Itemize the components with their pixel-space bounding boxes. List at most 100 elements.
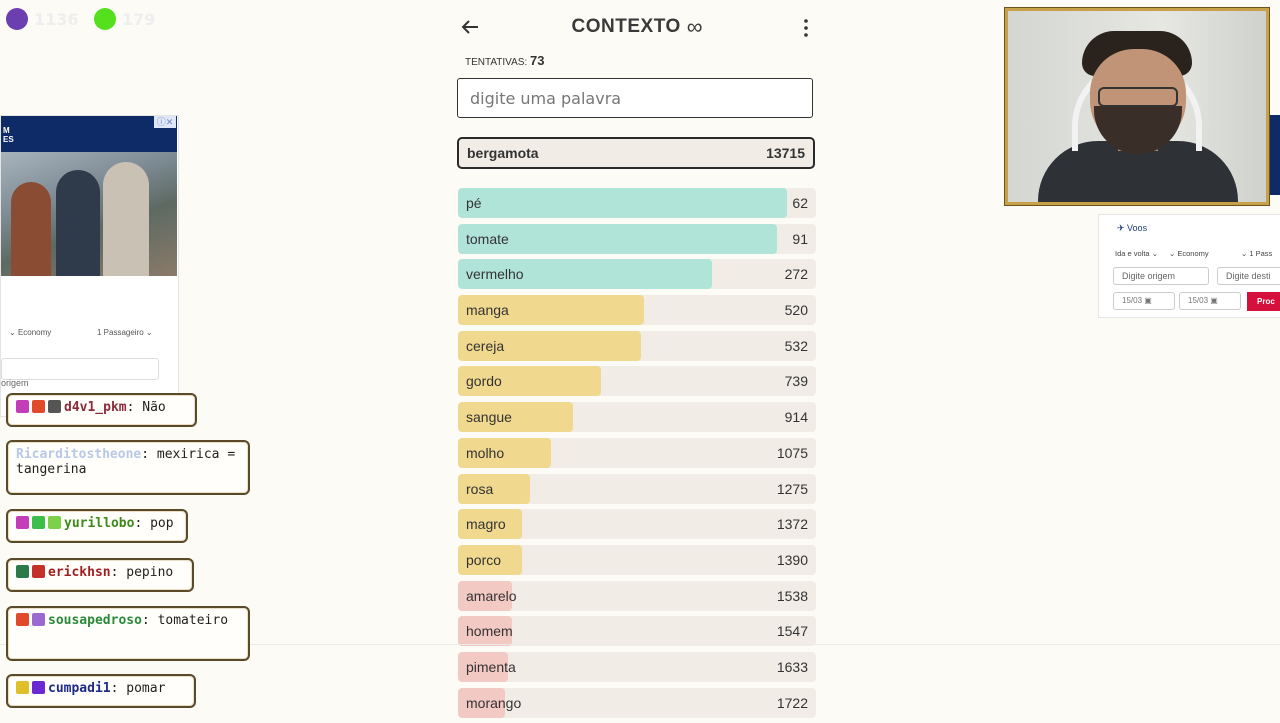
guess-word: tomate <box>466 230 509 247</box>
guess-row: homem 1547 <box>458 616 816 647</box>
ad-origin-label: origem <box>1 378 29 388</box>
guess-word: vermelho <box>466 266 524 283</box>
webcam-overlay <box>1004 7 1270 206</box>
ad-flights-tab[interactable]: ✈ Voos <box>1117 223 1148 233</box>
tries-counter: TENTATIVAS: 73 <box>465 53 544 68</box>
guess-proximity-bar <box>458 580 512 611</box>
guess-word: gordo <box>466 373 502 390</box>
guess-rank: 1722 <box>776 694 808 711</box>
follower-stat: 179 <box>94 8 155 30</box>
chat-badge-icon <box>16 613 29 626</box>
guess-proximity-bar <box>458 437 551 468</box>
ad-trip-select[interactable]: Ida e volta ⌄ <box>1115 249 1158 258</box>
guess-rank: 1538 <box>776 587 808 604</box>
ad-economy-select[interactable]: ⌄ Economy <box>9 328 52 337</box>
guess-proximity-bar <box>458 687 505 718</box>
more-menu-icon[interactable] <box>803 18 809 38</box>
viewer-dot-icon <box>6 8 28 30</box>
guess-row: gordo 739 <box>458 366 816 397</box>
right-advert[interactable]: ✈ Voos Ida e volta ⌄ ⌄ Economy ⌄ 1 Pass … <box>1098 214 1280 318</box>
guess-proximity-bar <box>458 259 712 290</box>
chat-badge-icon <box>32 516 45 529</box>
ad-pass-select[interactable]: ⌄ 1 Pass <box>1241 249 1273 258</box>
guess-word: homem <box>466 623 513 640</box>
guess-rank: 1075 <box>776 444 808 461</box>
chat-username: yurillobo <box>64 516 135 531</box>
guess-rank: 1275 <box>776 480 808 497</box>
ad-origin-input[interactable]: Digite origem <box>1113 267 1209 285</box>
guess-row: tomate 91 <box>458 223 816 254</box>
chat-message: Ricarditostheone: mexirica = tangerina <box>6 440 250 495</box>
ad-origin-field[interactable] <box>1 358 159 380</box>
chat-badge-icon <box>32 613 45 626</box>
chat-username: erickhsn <box>48 565 111 580</box>
chat-badge-icon <box>48 400 61 413</box>
chat-username: cumpadi1 <box>48 681 111 696</box>
guess-proximity-bar <box>458 616 512 647</box>
guess-rank: 1372 <box>776 516 808 533</box>
contexto-game: CONTEXTO ∞ TENTATIVAS: 73 digite uma pal… <box>457 0 817 718</box>
chat-badge-icon <box>32 400 45 413</box>
chat-text: pomar <box>126 681 166 696</box>
guess-word: cereja <box>466 337 505 354</box>
ad-brand-banner: M ES <box>1 116 177 152</box>
guess-row: pé 62 <box>458 188 816 218</box>
ad-close-icon[interactable]: ⓘ✕ <box>154 116 176 128</box>
guess-rank: 532 <box>784 337 808 354</box>
ad-search-button[interactable]: Proc <box>1247 292 1280 311</box>
last-guess-rank: 13715 <box>766 145 805 161</box>
guess-word: manga <box>466 302 509 319</box>
guess-row: manga 520 <box>458 295 816 326</box>
chat-badge-icon <box>16 516 29 529</box>
guess-rank: 1633 <box>776 658 808 675</box>
ad-photo <box>1 152 177 276</box>
chat-badge-icon <box>32 565 45 578</box>
guess-row: magro 1372 <box>458 509 816 540</box>
chat-text: mexirica = tangerina <box>16 447 236 477</box>
divider <box>0 644 1280 645</box>
guess-row: amarelo 1538 <box>458 580 816 611</box>
guess-row: pimenta 1633 <box>458 651 816 682</box>
chat-badge-icon <box>16 565 29 578</box>
guess-word: pimenta <box>466 658 516 675</box>
chat-badge-icon <box>32 681 45 694</box>
ad-destination-input[interactable]: Digite desti <box>1217 267 1280 285</box>
ad-return-date[interactable]: 15/03 ▣ <box>1179 292 1241 310</box>
chat-username: sousapedroso <box>48 613 142 628</box>
guess-word: molho <box>466 444 505 461</box>
ad-depart-date[interactable]: 15/03 ▣ <box>1113 292 1175 310</box>
guess-proximity-bar <box>458 295 644 326</box>
guess-word: morango <box>466 694 522 711</box>
glasses-icon <box>1098 87 1178 107</box>
guess-word: rosa <box>466 480 494 497</box>
guess-row: sangue 914 <box>458 402 816 433</box>
ad-class-select[interactable]: ⌄ Economy <box>1169 249 1209 258</box>
tries-count: 73 <box>530 53 545 68</box>
guess-rank: 62 <box>792 195 808 211</box>
guess-row: vermelho 272 <box>458 259 816 290</box>
chat-badge-icon <box>16 400 29 413</box>
chat-text: pepino <box>126 565 174 580</box>
guess-row: rosa 1275 <box>458 473 816 504</box>
game-title: CONTEXTO <box>571 16 681 37</box>
left-advert[interactable]: M ES ⓘ✕ ⌄ Economy 1 Passageiro ⌄ origem <box>0 115 179 417</box>
viewer-count: 1136 <box>34 9 79 29</box>
guess-proximity-bar <box>458 509 522 540</box>
guess-word: porco <box>466 551 502 568</box>
guess-row: cereja 532 <box>458 330 816 361</box>
last-guess-row: bergamota 13715 <box>457 137 815 169</box>
guess-rank: 272 <box>784 266 808 283</box>
guess-proximity-bar <box>458 366 601 397</box>
guess-rank: 91 <box>792 230 808 247</box>
guess-rank: 739 <box>784 373 808 390</box>
back-arrow-icon[interactable] <box>459 16 481 38</box>
viewer-stat: 1136 <box>6 8 79 30</box>
word-input[interactable]: digite uma palavra <box>457 78 813 118</box>
tries-label: TENTATIVAS: <box>465 57 528 68</box>
guess-rank: 914 <box>784 409 808 426</box>
chat-text: Não <box>142 400 166 415</box>
ad-passenger-select[interactable]: 1 Passageiro ⌄ <box>97 328 153 337</box>
chat-message: cumpadi1: pomar <box>6 674 196 708</box>
chat-message: yurillobo: pop <box>6 509 188 543</box>
guess-proximity-bar <box>458 473 530 504</box>
